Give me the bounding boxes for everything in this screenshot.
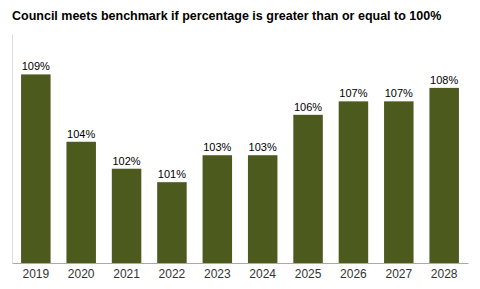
data-label: 102%: [112, 155, 140, 167]
x-tick: 2022: [159, 263, 186, 281]
bar: [248, 155, 277, 263]
chart: 2019 2020 2021 2022 2023 2024 2025 2026 2027 2028…: [0, 0, 480, 289]
x-tick-label: 2025: [295, 267, 322, 281]
bar: [157, 182, 186, 263]
x-tick: 2019: [22, 263, 49, 281]
data-label: 107%: [385, 87, 413, 99]
x-tick: 2025: [295, 263, 322, 281]
x-tick: 2027: [385, 263, 412, 281]
x-tick-label: 2026: [340, 267, 367, 281]
x-tick: 2026: [340, 263, 367, 281]
x-axis: 2019 2020 2021 2022 2023 2024 2025 2026 2027 2028: [13, 263, 469, 281]
x-tick-label: 2027: [385, 267, 412, 281]
x-tick-label: 2020: [68, 267, 95, 281]
bar: [429, 88, 458, 263]
bar: [21, 74, 50, 263]
bar: [203, 155, 232, 263]
x-axis-line: [13, 263, 469, 264]
bar: [384, 101, 413, 263]
data-label: 106%: [294, 101, 322, 113]
x-tick: 2021: [113, 263, 140, 281]
x-tick-label: 2019: [22, 267, 49, 281]
x-tick-label: 2028: [431, 267, 458, 281]
data-labels: 109% 104% 102% 101% 103% 103% 106% 107% 107% 108%: [22, 60, 459, 180]
y-axis: [12, 35, 13, 264]
x-tick: 2028: [431, 263, 458, 281]
x-tick: 2020: [68, 263, 95, 281]
x-tick: 2023: [204, 263, 231, 281]
data-label: 108%: [430, 74, 458, 86]
data-label: 103%: [203, 141, 231, 153]
plot: 2019 2020 2021 2022 2023 2024 2025 2026 2027 2028…: [13, 35, 469, 289]
x-tick-label: 2023: [204, 267, 231, 281]
title: Council meets benchmark if percentage is…: [12, 9, 441, 23]
bar: [66, 142, 95, 263]
x-tick-label: 2022: [159, 267, 186, 281]
x-tick: 2024: [249, 263, 276, 281]
bar: [339, 101, 368, 263]
x-tick-label: 2024: [249, 267, 276, 281]
data-label: 109%: [22, 60, 50, 72]
bars: [21, 74, 459, 263]
bar: [112, 169, 141, 263]
y-axis-line: [12, 35, 13, 264]
data-label: 101%: [158, 168, 186, 180]
data-label: 104%: [67, 128, 95, 140]
x-tick-label: 2021: [113, 267, 140, 281]
data-label: 107%: [339, 87, 367, 99]
bar: [293, 115, 322, 263]
data-label: 103%: [249, 141, 277, 153]
